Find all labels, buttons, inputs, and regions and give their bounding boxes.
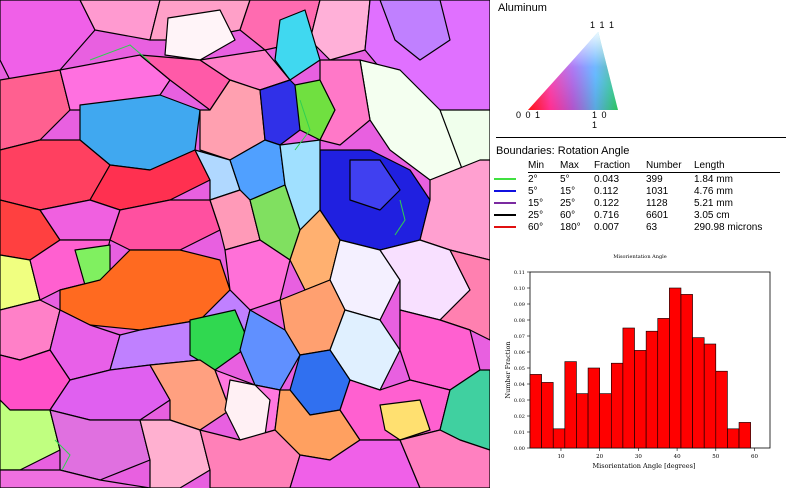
- boundary-row: 5° 15° 0.112 1031 4.76 mm: [494, 185, 780, 197]
- x-tick-label: 40: [674, 454, 681, 460]
- header-number: Number: [646, 159, 694, 173]
- boundary-min: 15°: [528, 197, 544, 209]
- ipf-triangle: [528, 32, 618, 110]
- y-tick-label: 0.08: [514, 318, 525, 324]
- material-title: Aluminum: [498, 2, 547, 14]
- boundary-max: 60°: [560, 209, 576, 221]
- histogram-bar: [576, 393, 589, 449]
- y-tick-label: 0.05: [514, 366, 525, 372]
- histogram-bar: [703, 343, 717, 449]
- x-tick-label: 30: [635, 454, 642, 460]
- y-tick-label: 0.06: [514, 350, 525, 356]
- boundary-fraction: 0.716: [594, 209, 620, 221]
- y-tick-label: 0.04: [514, 382, 525, 388]
- boundary-fraction: 0.112: [594, 185, 619, 197]
- boundary-length: 4.76 mm: [694, 185, 733, 197]
- ebsd-orientation-map: [0, 0, 490, 488]
- histogram-bar: [738, 422, 751, 449]
- histogram-bar: [541, 382, 554, 449]
- boundary-color-swatch: [494, 201, 516, 204]
- histogram-bar: [564, 361, 577, 449]
- boundary-color-swatch: [494, 213, 516, 216]
- y-tick-label: 0.09: [514, 302, 525, 308]
- misorientation-histogram: Misorientation Angle 0.00 0.01 0.02 0.03 0.0…: [490, 250, 800, 480]
- histogram-bar: [634, 350, 647, 449]
- boundary-max: 25°: [560, 197, 576, 209]
- boundary-number: 6601: [646, 209, 669, 221]
- boundary-number: 399: [646, 173, 663, 185]
- x-axis-label: Misorientation Angle [degrees]: [593, 462, 696, 470]
- x-tick-label: 60: [751, 454, 758, 460]
- y-tick-label: 0.03: [514, 398, 525, 404]
- chart-bars: [529, 287, 751, 449]
- boundary-length: 1.84 mm: [694, 173, 733, 185]
- boundary-fraction: 0.122: [594, 197, 620, 209]
- histogram-bar: [715, 370, 728, 449]
- y-tick-label: 0.10: [514, 286, 525, 292]
- histogram-bar: [669, 287, 682, 449]
- boundary-length: 5.21 mm: [694, 197, 733, 209]
- boundaries-header-row: Min Max Fraction Number Length: [494, 159, 780, 173]
- ipf-corner-right: 1 0 1: [592, 110, 608, 130]
- histogram-bar: [587, 367, 600, 449]
- boundary-color-swatch: [494, 189, 516, 192]
- chart-title: Misorientation Angle: [613, 254, 667, 260]
- y-axis-label: Number Fraction: [504, 341, 512, 398]
- x-tick-label: 10: [557, 454, 564, 460]
- legend-panel: Aluminum 1 1 1 0 0 1 1 0 1 Boundaries: R…: [490, 0, 800, 488]
- histogram-bar: [680, 294, 693, 449]
- boundary-max: 15°: [560, 185, 576, 197]
- x-tick-label: 50: [712, 454, 719, 460]
- boundary-min: 25°: [528, 209, 544, 221]
- ipf-color-key: 1 1 1 0 0 1 1 0 1: [516, 20, 618, 130]
- boundary-number: 63: [646, 221, 658, 233]
- boundaries-title: Boundaries: Rotation Angle: [496, 145, 630, 157]
- histogram-bar: [599, 393, 612, 449]
- boundary-length: 290.98 microns: [694, 221, 763, 233]
- histogram-bar: [645, 330, 659, 449]
- boundary-row: 25° 60° 0.716 6601 3.05 cm: [494, 209, 780, 221]
- header-fraction: Fraction: [594, 159, 646, 173]
- boundary-min: 2°: [528, 173, 538, 185]
- header-length: Length: [694, 159, 780, 173]
- header-min: Min: [528, 159, 560, 173]
- boundary-color-swatch: [494, 177, 516, 180]
- boundary-row: 15° 25° 0.122 1128 5.21 mm: [494, 197, 780, 209]
- ipf-corner-left: 0 0 1: [516, 110, 542, 120]
- histogram-bar: [657, 318, 670, 449]
- y-tick-label: 0.02: [514, 414, 525, 420]
- boundary-number: 1031: [646, 185, 669, 197]
- boundary-color-swatch: [494, 225, 516, 228]
- header-max: Max: [560, 159, 594, 173]
- boundary-length: 3.05 cm: [694, 209, 730, 221]
- boundary-fraction: 0.043: [594, 173, 620, 185]
- histogram-bar: [692, 337, 705, 449]
- histogram-bar: [610, 362, 624, 449]
- boundary-fraction: 0.007: [594, 221, 620, 233]
- boundary-max: 5°: [560, 173, 570, 185]
- ipf-corner-top: 1 1 1: [590, 20, 616, 30]
- boundary-row: 2° 5° 0.043 399 1.84 mm: [494, 173, 780, 186]
- boundary-number: 1128: [646, 197, 668, 209]
- boundary-row: 60° 180° 0.007 63 290.98 microns: [494, 221, 780, 233]
- histogram-bar: [552, 428, 566, 449]
- boundary-min: 60°: [528, 221, 544, 233]
- swatch-header: [494, 159, 528, 173]
- y-tick-label: 0.01: [514, 430, 525, 436]
- y-tick-label: 0.00: [514, 446, 525, 452]
- boundary-min: 5°: [528, 185, 538, 197]
- x-tick-label: 20: [596, 454, 603, 460]
- divider: [496, 137, 786, 138]
- y-tick-label: 0.07: [514, 334, 525, 340]
- histogram-bar: [727, 428, 740, 449]
- histogram-bar: [529, 374, 542, 449]
- y-tick-label: 0.11: [514, 270, 525, 276]
- boundary-max: 180°: [560, 221, 581, 233]
- boundaries-table: Min Max Fraction Number Length 2° 5° 0.0…: [494, 159, 780, 233]
- histogram-bar: [622, 327, 635, 449]
